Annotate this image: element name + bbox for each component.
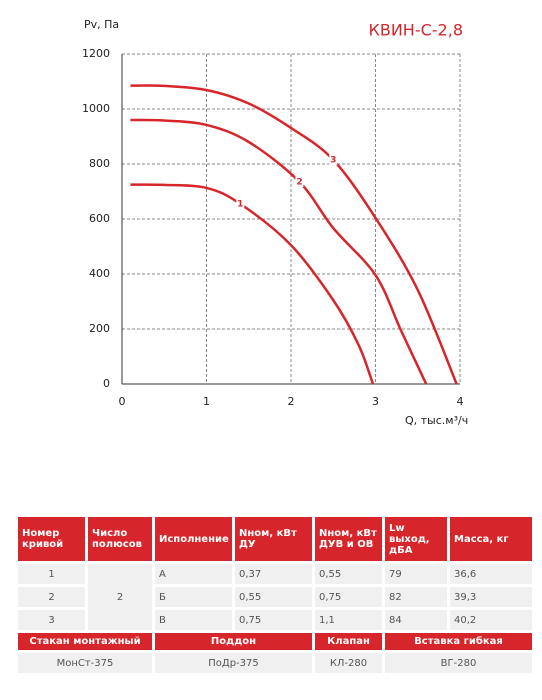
table-cell: МонСт-375: [15, 650, 155, 676]
table-row: 1 2 А 0,37 0,55 79 36,6: [15, 561, 535, 633]
table-cell: 36,6: [447, 561, 535, 587]
curve: [130, 84, 458, 385]
spec-table: Номер кривой Число полюсов Исполнение Nном,…: [15, 514, 535, 676]
table-cell: 39,3: [447, 584, 535, 610]
table-row: Стакан монтажный Поддон Клапан Вставка гибк…: [15, 630, 535, 653]
y-tick-label: 400: [89, 267, 110, 280]
table-cell: Исполнение: [152, 514, 235, 564]
table-cell: 0,75: [232, 607, 315, 633]
curve-label: 3: [330, 155, 336, 165]
table-cell: 3: [15, 607, 88, 633]
table-cell: 1: [15, 561, 88, 587]
x-tick-label: 0: [119, 395, 126, 408]
table-cell: 2: [15, 584, 88, 610]
table-cell: КЛ-280: [312, 650, 385, 676]
table-cell: Число полюсов: [85, 514, 155, 564]
curve-label: 1: [237, 199, 243, 209]
table-cell: ПоДр-375: [152, 650, 315, 676]
table-cell: Поддон: [152, 630, 315, 653]
curve-label-bg: [295, 175, 304, 187]
table-cell: Lw выход, дБА: [382, 514, 450, 564]
y-tick-label: 0: [103, 377, 110, 390]
x-axis-label: Q, тыс.м³/ч: [405, 414, 468, 427]
y-tick-label: 600: [89, 212, 110, 225]
curve-label-bg: [236, 197, 245, 209]
table-cell: Nном, кВт ДУ: [232, 514, 315, 564]
table-cell: Номер кривой: [15, 514, 88, 564]
curve-label-bg: [329, 153, 338, 165]
table-cell: 1,1: [312, 607, 385, 633]
table-cell: 0,55: [312, 561, 385, 587]
curve-label: 2: [296, 177, 302, 187]
chart-title: КВИН-С-2,8: [369, 21, 464, 40]
table-cell: Клапан: [312, 630, 385, 653]
table-cell: Масса, кг: [447, 514, 535, 564]
table-cell: Вставка гибкая: [382, 630, 535, 653]
y-tick-label: 1000: [82, 102, 110, 115]
table-row: Номер кривой Число полюсов Исполнение Nном,…: [15, 514, 535, 564]
x-tick-label: 1: [203, 395, 210, 408]
x-tick-label: 3: [372, 395, 379, 408]
curve: [130, 183, 375, 385]
table-cell: 0,75: [312, 584, 385, 610]
chart: КВИН-С-2,8 Pv, Па Q, тыс.м³/ч 0 200 400 600…: [82, 18, 468, 427]
table-cell: 79: [382, 561, 450, 587]
y-axis-label: Pv, Па: [84, 18, 119, 31]
table-cell: ВГ-280: [382, 650, 535, 676]
x-tick-label: 4: [457, 395, 464, 408]
table-cell: А: [152, 561, 235, 587]
y-tick-label: 1200: [82, 47, 110, 60]
x-tick-label: 2: [288, 395, 295, 408]
table-cell: Б: [152, 584, 235, 610]
table-cell: Nном, кВт ДУВ и ОВ: [312, 514, 385, 564]
table-cell: Стакан монтажный: [15, 630, 155, 653]
table-cell: 2: [85, 561, 155, 633]
table-row: МонСт-375 ПоДр-375 КЛ-280 ВГ-280: [15, 650, 535, 676]
table-cell: 0,37: [232, 561, 315, 587]
table-cell: 40,2: [447, 607, 535, 633]
y-tick-label: 200: [89, 322, 110, 335]
y-tick-label: 800: [89, 157, 110, 170]
table-cell: 82: [382, 584, 450, 610]
table-row: 3 В 0,75 1,1 84 40,2: [15, 607, 535, 633]
table-cell: В: [152, 607, 235, 633]
table-cell: 84: [382, 607, 450, 633]
table-cell: 0,55: [232, 584, 315, 610]
table-row: 2 Б 0,55 0,75 82 39,3: [15, 584, 535, 610]
curve: [130, 118, 428, 385]
